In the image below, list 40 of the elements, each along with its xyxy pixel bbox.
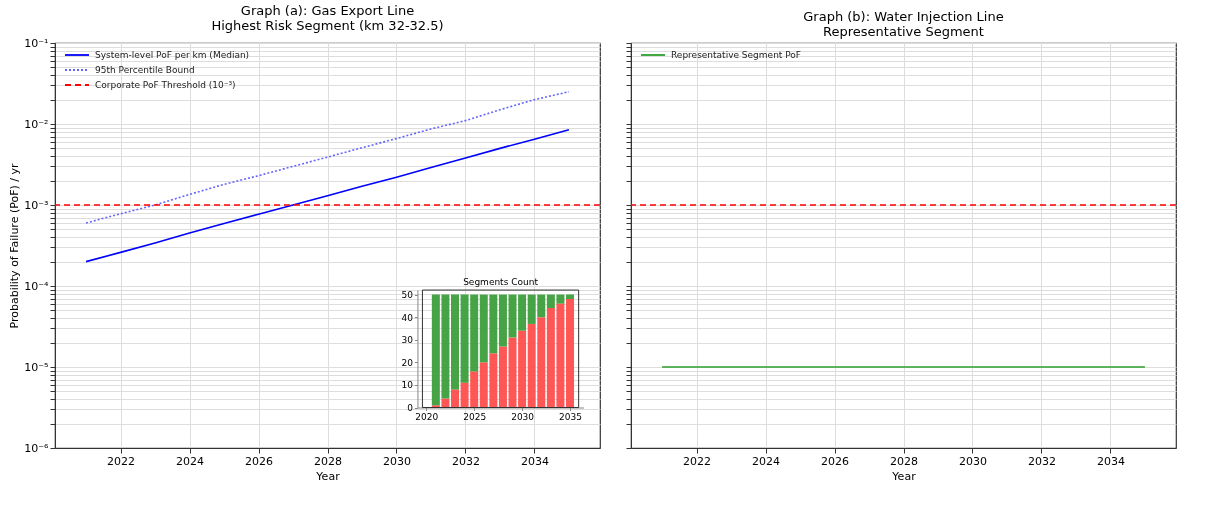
x-tick-label: 2028 <box>890 454 918 468</box>
y-axis-title: Probability of Failure (PoF) / yr <box>8 163 22 329</box>
chart-title: Segments Count <box>463 277 539 288</box>
x-tick-label: 2032 <box>1027 454 1056 468</box>
x-axis-title: Year <box>315 469 341 483</box>
x-tick-label: 2025 <box>463 412 487 422</box>
x-tick-label: 2030 <box>958 454 987 468</box>
x-tick-label: 2035 <box>559 412 582 422</box>
legend-label: Representative Segment PoF <box>671 50 802 60</box>
legend-label: Corporate PoF Threshold (10⁻³) <box>95 80 236 90</box>
x-tick-label: 2024 <box>752 454 781 468</box>
y-tick-label: 10 <box>401 380 414 391</box>
y-tick-label: 50 <box>401 290 414 301</box>
x-tick-label: 2030 <box>511 412 535 422</box>
y-tick-label: 30 <box>401 335 414 346</box>
x-tick-label: 2026 <box>245 454 274 468</box>
y-tick-label: 10⁻⁵ <box>24 360 49 374</box>
x-tick-label: 2026 <box>821 454 850 468</box>
x-tick-label: 2028 <box>314 454 342 468</box>
y-tick-label: 10⁻² <box>24 117 49 131</box>
x-tick-label: 2032 <box>451 454 480 468</box>
x-axis-title: Year <box>891 469 917 483</box>
y-tick-label: 20 <box>401 357 414 368</box>
x-tick-label: 2034 <box>520 454 549 468</box>
x-tick-label: 2034 <box>1096 454 1125 468</box>
legend-label: 95th Percentile Bound <box>95 65 195 75</box>
x-tick-label: 2022 <box>107 454 136 468</box>
y-tick-label: 40 <box>401 312 414 323</box>
legend-label: System-level PoF per km (Median) <box>95 50 250 60</box>
chart-title: Graph (b): Water Injection Line Representative Segment <box>803 8 1004 39</box>
x-tick-label: 2024 <box>176 454 205 468</box>
y-tick-label: 10⁻⁴ <box>24 279 50 293</box>
y-tick-label: 0 <box>407 403 414 413</box>
y-tick-label: 10⁻¹ <box>24 36 49 50</box>
x-tick-label: 2020 <box>415 412 439 422</box>
y-tick-label: 10⁻⁶ <box>24 441 50 455</box>
x-tick-label: 2030 <box>382 454 411 468</box>
chart-title: Graph (a): Gas Export Line Highest Risk Segment (km 32-32.5) <box>211 3 444 33</box>
x-tick-label: 2022 <box>683 454 712 468</box>
y-tick-label: 10⁻³ <box>24 198 49 212</box>
